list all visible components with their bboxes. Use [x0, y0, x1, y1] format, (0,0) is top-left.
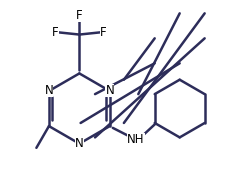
Text: NH: NH	[127, 133, 145, 146]
Text: N: N	[45, 85, 53, 97]
Text: N: N	[105, 85, 114, 97]
Text: N: N	[75, 137, 84, 150]
Text: F: F	[76, 9, 83, 22]
Text: F: F	[100, 26, 107, 39]
Text: F: F	[52, 26, 59, 39]
